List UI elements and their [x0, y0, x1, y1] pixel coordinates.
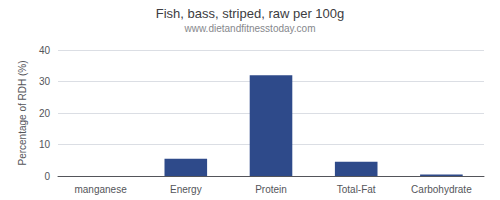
svg-text:30: 30: [39, 76, 51, 87]
svg-text:Fish, bass, striped, raw per 1: Fish, bass, striped, raw per 100g: [156, 6, 345, 21]
svg-text:10: 10: [39, 139, 51, 150]
svg-text:Carbohydrate: Carbohydrate: [411, 184, 472, 195]
svg-text:40: 40: [39, 45, 51, 56]
svg-text:Energy: Energy: [170, 184, 202, 195]
svg-text:Percentage of RDH (%): Percentage of RDH (%): [17, 60, 28, 165]
svg-text:manganese: manganese: [74, 184, 127, 195]
svg-text:Total-Fat: Total-Fat: [337, 184, 376, 195]
svg-text:www.dietandfitnesstoday.com: www.dietandfitnesstoday.com: [184, 23, 316, 34]
svg-text:Protein: Protein: [255, 184, 287, 195]
svg-text:20: 20: [39, 108, 51, 119]
svg-text:0: 0: [44, 171, 50, 182]
